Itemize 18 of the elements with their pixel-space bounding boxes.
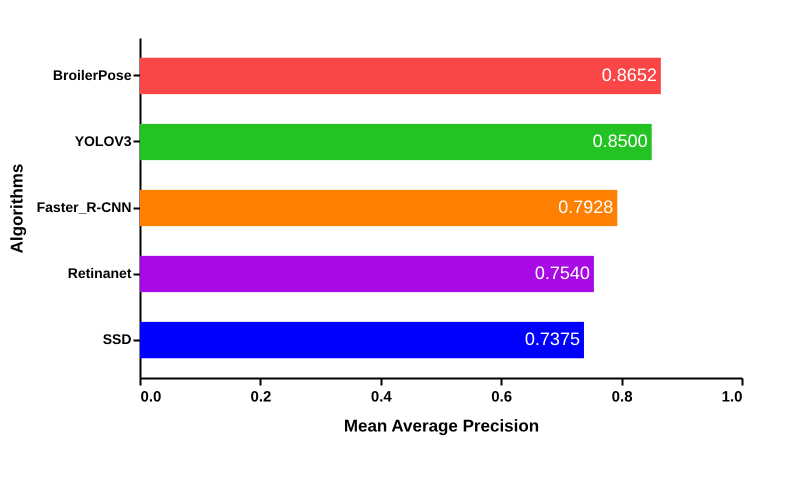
y-tick-label: YOLOV3 bbox=[74, 132, 132, 149]
data-label: 0.8652 bbox=[602, 64, 657, 85]
x-tick-label: 0.4 bbox=[370, 388, 392, 406]
x-tick-label: 0.6 bbox=[491, 388, 512, 406]
x-tick-label: 0.8 bbox=[612, 388, 633, 406]
x-tick-label: 0.2 bbox=[250, 388, 272, 406]
x-axis-title: Mean Average Precision bbox=[344, 416, 540, 436]
x-tick-label: 0.0 bbox=[140, 388, 162, 406]
y-axis-title: Algorithms bbox=[8, 164, 27, 254]
y-tick-label: BroilerPose bbox=[52, 66, 132, 83]
data-label: 0.7928 bbox=[558, 197, 614, 217]
y-tick-label: SSD bbox=[102, 331, 132, 348]
data-label: 0.7540 bbox=[534, 263, 590, 284]
data-label: 0.8500 bbox=[592, 130, 648, 151]
y-tick-label: Retinanet bbox=[68, 265, 132, 282]
data-label: 0.7375 bbox=[524, 329, 580, 350]
y-tick-label: Faster_R-CNN bbox=[36, 199, 132, 215]
x-tick-label: 1.0 bbox=[722, 388, 742, 406]
